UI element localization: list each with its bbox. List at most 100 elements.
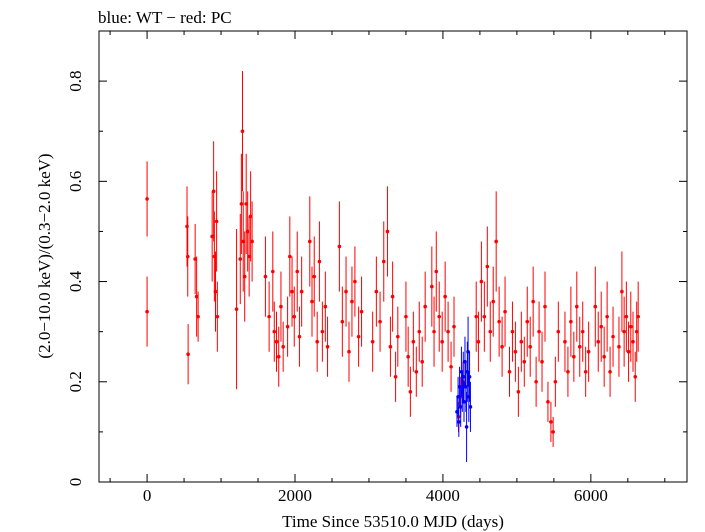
x-tick-label: 0 [143, 486, 152, 505]
y-tick-label: 0.4 [66, 270, 85, 292]
y-tick-label: 0 [66, 478, 85, 487]
data-point [513, 349, 518, 354]
x-tick-label: 6000 [574, 486, 608, 505]
data-point [636, 314, 640, 319]
data-point [185, 254, 190, 259]
data-point [215, 314, 220, 319]
data-point [145, 197, 149, 201]
data-point [408, 390, 413, 394]
data-point [211, 189, 216, 194]
data-point [250, 239, 254, 244]
data-point [556, 329, 561, 334]
data-point [633, 374, 638, 379]
data-point [423, 304, 427, 309]
data-point [624, 314, 629, 319]
data-point [599, 324, 604, 329]
data-point [608, 369, 612, 374]
data-point [569, 319, 573, 324]
data-point [497, 319, 501, 324]
data-point [276, 354, 281, 359]
data-point [583, 369, 588, 374]
data-point [452, 324, 456, 329]
data-point [234, 307, 239, 311]
data-point [297, 334, 302, 339]
data-point [553, 379, 558, 384]
data-point [537, 329, 541, 334]
data-point [353, 279, 357, 284]
chart-title: blue: WT − red: PC [98, 8, 232, 27]
y-axis-label: (2.0−10.0 keV)/(0.3−2.0 keV) [35, 153, 54, 358]
data-point [631, 339, 635, 344]
data-point [193, 257, 197, 261]
data-point [310, 299, 314, 304]
series-pc [145, 71, 640, 447]
x-axis-label: Time Since 53510.0 MJD (days) [282, 512, 504, 531]
plot-frame [98, 30, 688, 483]
data-point [577, 344, 582, 349]
data-point [320, 329, 325, 334]
data-point [482, 314, 487, 319]
data-point [245, 229, 250, 234]
data-point [628, 324, 633, 329]
data-point [210, 234, 214, 239]
data-point [531, 299, 535, 304]
data-point [242, 274, 247, 279]
data-point [500, 344, 504, 349]
data-point [370, 339, 375, 344]
data-point [432, 329, 436, 334]
data-point [488, 329, 493, 334]
data-point [574, 304, 579, 309]
data-point [461, 374, 466, 379]
data-point [240, 129, 245, 134]
data-point [317, 259, 322, 264]
x-tick-label: 2000 [278, 486, 312, 505]
data-point [534, 379, 538, 384]
data-point [145, 309, 149, 314]
data-point [359, 309, 364, 314]
data-point [248, 214, 253, 219]
data-point [468, 405, 473, 409]
data-point [420, 359, 425, 364]
data-point [458, 405, 463, 409]
data-point [617, 344, 621, 349]
data-point [563, 339, 567, 344]
data-point [185, 224, 189, 229]
data-point [186, 352, 190, 357]
y-tick-label: 0.6 [66, 171, 85, 192]
data-point [596, 339, 601, 344]
data-point [271, 269, 275, 274]
data-point [196, 314, 200, 319]
data-point [340, 319, 345, 324]
data-point [457, 420, 461, 424]
data-point [214, 219, 219, 224]
data-point [337, 244, 342, 249]
data-point [525, 319, 530, 324]
y-tick-label: 0.2 [66, 371, 85, 392]
data-point [626, 349, 631, 354]
data-point [292, 314, 297, 319]
data-point [374, 289, 379, 294]
data-point [247, 254, 251, 259]
data-point [474, 314, 479, 319]
data-point [279, 304, 283, 309]
data-point [437, 314, 442, 319]
data-point [381, 259, 386, 264]
data-point [356, 334, 361, 339]
data-point [281, 344, 285, 349]
data-point [611, 334, 615, 339]
data-point [299, 289, 304, 294]
data-point [244, 202, 248, 206]
data-point [396, 334, 400, 339]
data-point [393, 374, 398, 379]
data-point [430, 284, 434, 289]
data-point [602, 354, 606, 359]
data-point [464, 384, 468, 389]
data-point [476, 339, 481, 344]
data-point [543, 304, 547, 309]
tick-labels: 0 2000 4000 6000 0 0.2 0.4 0.6 0.8 [66, 70, 608, 505]
data-point [622, 329, 626, 334]
data-point [417, 329, 422, 334]
data-point [285, 324, 290, 329]
data-point [546, 400, 550, 404]
data-point [540, 359, 544, 364]
